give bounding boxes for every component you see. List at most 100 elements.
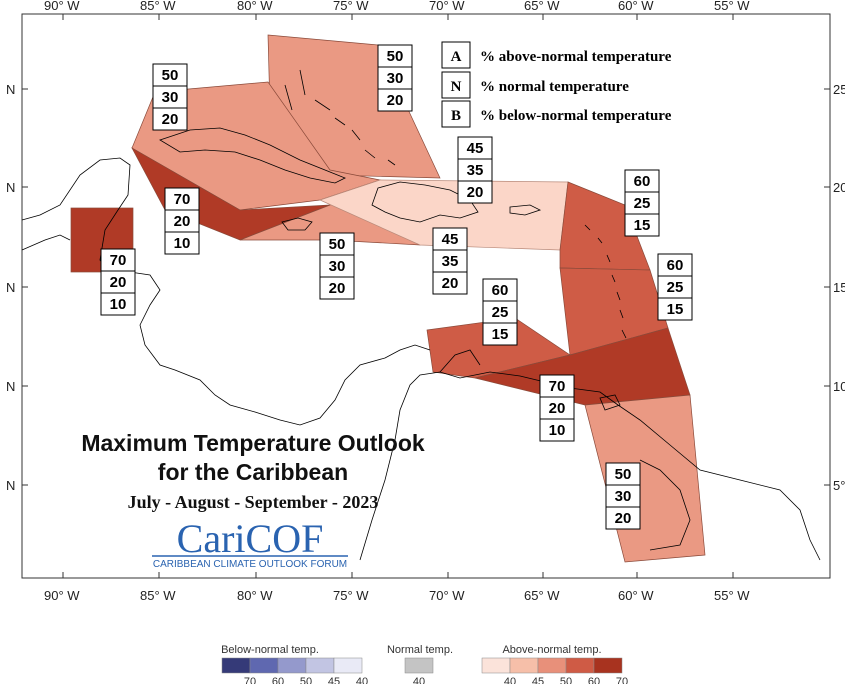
top-tick-75w: 75° W (333, 0, 369, 13)
coastlines (21, 69, 821, 561)
scale-swatches: 70 60 50 45 40 40 40 45 50 60 70 (221, 657, 628, 684)
prob-cell (319, 276, 355, 300)
prob-value-below: 10 (110, 296, 127, 313)
scale-tick-above: 60 (588, 676, 600, 684)
prob-cell (152, 107, 188, 131)
scale-tick-above: 40 (504, 676, 516, 684)
prob-value-above: 70 (110, 252, 127, 269)
bottom-axis: 90° W 85° W 80° W 75° W 70° W 65° W 60° … (44, 572, 750, 603)
top-tick-70w: 70° W (429, 0, 465, 13)
logo-subtitle: CARIBBEAN CLIMATE OUTLOOK FORUM (153, 559, 347, 570)
coastline-venezuela-gulf (439, 349, 481, 373)
top-tick-80w: 80° W (237, 0, 273, 13)
bottom-tick-85w: 85° W (140, 588, 176, 603)
prob-cell (457, 180, 493, 204)
prob-box-trinidad: 70 20 10 (539, 374, 575, 442)
prob-value-normal: 25 (667, 279, 684, 296)
left-tick-5n: N (6, 478, 15, 493)
prob-box-jamaica: 50 30 20 (319, 232, 355, 300)
prob-box-belize: 70 20 10 (100, 248, 136, 316)
left-tick-15n: N (6, 280, 15, 295)
bottom-tick-55w: 55° W (714, 588, 750, 603)
key-text-b: % below-normal temperature (480, 108, 672, 124)
scale-tick-below: 40 (356, 676, 368, 684)
key-text-a: % above-normal temperature (480, 49, 672, 65)
left-tick-10n: N (6, 379, 15, 394)
scale-swatch-below (221, 657, 251, 674)
prob-box-bahamas: 50 30 20 (377, 44, 413, 112)
scale-tick-below: 70 (244, 676, 256, 684)
prob-value-above: 50 (162, 67, 179, 84)
top-tick-85w: 85° W (140, 0, 176, 13)
scale-swatch-below (333, 657, 363, 674)
scale-tick-above: 70 (616, 676, 628, 684)
prob-value-below: 20 (467, 184, 484, 201)
title-period: July - August - September - 2023 (128, 492, 379, 512)
right-tick-15n: 15° (833, 280, 845, 295)
prob-value-normal: 20 (174, 213, 191, 230)
right-tick-25n: 25° (833, 82, 845, 97)
scale-label-normal: Normal temp. (387, 644, 453, 656)
prob-value-below: 10 (174, 235, 191, 252)
scale-tick-above: 45 (532, 676, 544, 684)
bottom-tick-70w: 70° W (429, 588, 465, 603)
scale-tick-below: 45 (328, 676, 340, 684)
prob-value-above: 50 (329, 236, 346, 253)
scale-swatch-below (305, 657, 335, 674)
prob-value-above: 70 (174, 191, 191, 208)
prob-value-normal: 30 (162, 89, 179, 106)
prob-value-above: 70 (549, 378, 566, 395)
scale-swatch-normal (404, 657, 434, 674)
prob-cell (605, 506, 641, 530)
left-tick-20n: N (6, 180, 15, 195)
top-tick-65w: 65° W (524, 0, 560, 13)
coastline-gulf-coast (21, 234, 71, 251)
prob-value-above: 50 (615, 466, 632, 483)
caricof-logo: CariCOF CARIBBEAN CLIMATE OUTLOOK FORUM (152, 516, 348, 570)
scale-swatch-below (277, 657, 307, 674)
coastline-puerto-rico (509, 204, 542, 216)
left-tick-25n: N (6, 82, 15, 97)
title-line-1: Maximum Temperature Outlook (81, 430, 425, 456)
key-box-n (441, 71, 471, 99)
left-axis: N N N N N (6, 82, 28, 493)
prob-box-windward-islands: 60 25 15 (657, 253, 693, 321)
prob-cell (539, 418, 575, 442)
prob-value-above: 45 (467, 140, 484, 157)
top-axis: 90° W 85° W 80° W 75° W 70° W 65° W 60° … (44, 0, 750, 20)
prob-box-cuba: 50 30 20 (152, 63, 188, 131)
coastline-central-america (21, 157, 431, 426)
key-box-a (441, 41, 471, 69)
prob-box-hispaniola-north: 45 35 20 (457, 136, 493, 204)
scale-tick-above: 50 (560, 676, 572, 684)
scale-tick-below: 60 (272, 676, 284, 684)
prob-box-hispaniola-south: 45 35 20 (432, 227, 468, 295)
scale-swatch-above (509, 657, 539, 674)
scale-tick-below: 50 (300, 676, 312, 684)
key-text-n: % normal temperature (480, 79, 629, 95)
coastline-jamaica (281, 217, 313, 231)
prob-value-normal: 25 (634, 195, 651, 212)
prob-value-above: 50 (387, 48, 404, 65)
bottom-tick-65w: 65° W (524, 588, 560, 603)
top-tick-90w: 90° W (44, 0, 80, 13)
bottom-tick-90w: 90° W (44, 588, 80, 603)
prob-value-normal: 20 (549, 400, 566, 417)
scale-label-below: Below-normal temp. (221, 644, 319, 656)
prob-cell (482, 322, 518, 346)
coastline-bahamas (284, 69, 396, 166)
prob-value-normal: 25 (492, 304, 509, 321)
key-letter-n: N (451, 79, 462, 95)
prob-value-above: 45 (442, 231, 459, 248)
scale-swatch-above (593, 657, 623, 674)
key-legend: A % above-normal temperature N % normal … (441, 41, 672, 128)
prob-value-below: 15 (634, 217, 651, 234)
prob-value-normal: 30 (387, 70, 404, 87)
bottom-tick-80w: 80° W (237, 588, 273, 603)
prob-value-normal: 35 (442, 253, 459, 270)
key-box-b (441, 100, 471, 128)
prob-value-below: 20 (387, 92, 404, 109)
prob-box-abc-islands: 60 25 15 (482, 278, 518, 346)
prob-value-normal: 20 (110, 274, 127, 291)
